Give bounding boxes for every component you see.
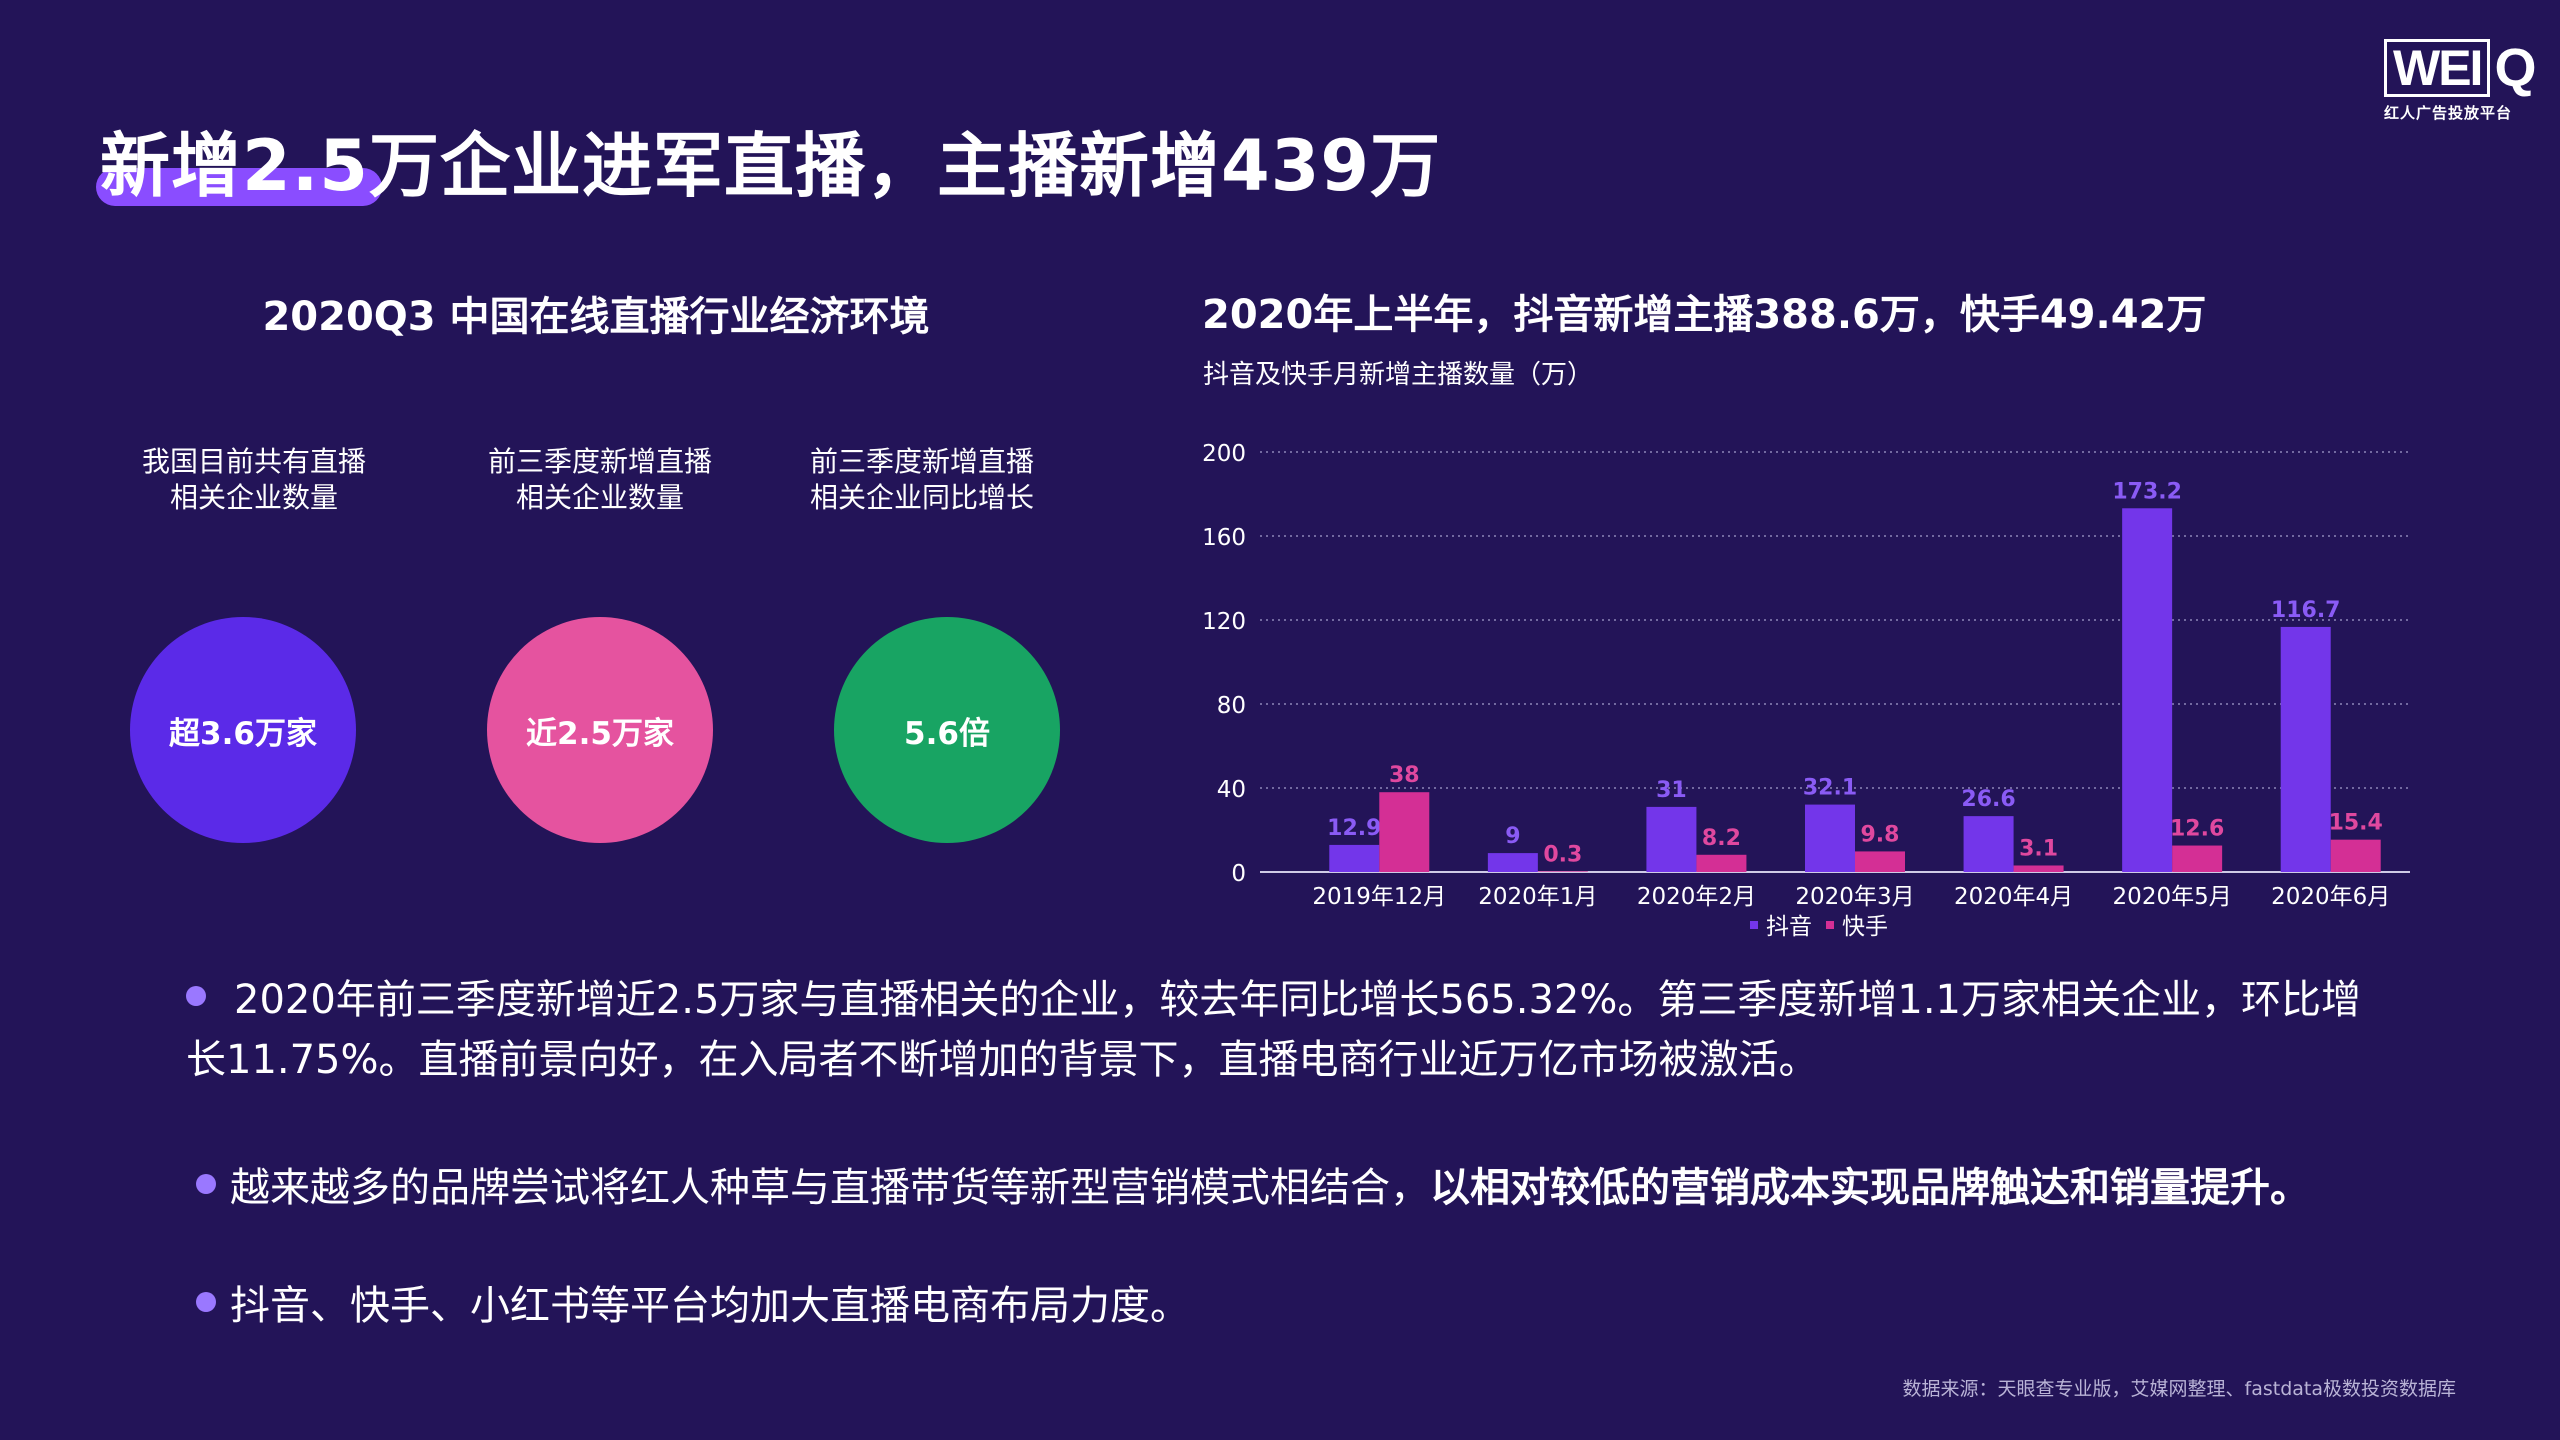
legend-label: 快手	[1842, 914, 1888, 940]
left-section-heading: 2020Q3 中国在线直播行业经济环境	[262, 294, 930, 340]
bar-douyin	[2280, 626, 2331, 872]
data-label: 116.7	[2271, 598, 2341, 623]
bar-kuaishou	[2013, 865, 2064, 872]
data-label: 9	[1505, 824, 1520, 849]
data-label: 12.9	[1327, 816, 1381, 841]
bar-kuaishou	[1855, 851, 1905, 872]
bullet-dot	[196, 1174, 216, 1194]
bullet-dot	[196, 1292, 216, 1312]
bullet-2: 越来越多的品牌尝试将红人种草与直播带货等新型营销模式相结合，以相对较低的营销成本…	[196, 1158, 2496, 1218]
legend-swatch	[1826, 921, 1834, 929]
bar-kuaishou	[2330, 839, 2381, 872]
y-tick-label: 160	[1202, 525, 1246, 551]
legend-swatch	[1750, 921, 1758, 929]
bar-kuaishou	[2172, 845, 2223, 872]
data-label: 8.2	[1702, 826, 1741, 851]
right-section-heading: 2020年上半年，抖音新增主播388.6万，快手49.42万	[1202, 292, 2207, 338]
weiq-logo: WEI Q 红人广告投放平台	[2384, 38, 2536, 123]
bar-douyin	[1805, 804, 1855, 872]
x-tick-label: 2020年2月	[1637, 884, 1756, 910]
bullet-1: 2020年前三季度新增近2.5万家与直播相关的企业，较去年同比增长565.32%…	[186, 970, 2386, 1090]
data-label: 15.4	[2329, 811, 2383, 836]
stat-circle-total: 超3.6万家	[130, 617, 356, 843]
y-tick-label: 200	[1202, 441, 1246, 467]
stat-label-line: 前三季度新增直播	[809, 445, 1034, 478]
x-tick-label: 2020年5月	[2113, 884, 2232, 910]
logo-subtitle: 红人广告投放平台	[2384, 104, 2513, 122]
x-tick-label: 2020年1月	[1478, 884, 1597, 910]
data-label: 31	[1656, 778, 1687, 803]
stat-circle-new: 近2.5万家	[487, 617, 713, 843]
title-highlight	[96, 168, 382, 206]
x-tick-label: 2019年12月	[1312, 884, 1446, 910]
data-label: 26.6	[1961, 787, 2015, 812]
stat-circle-growth: 5.6倍	[834, 617, 1060, 843]
stat-label-line: 相关企业同比增长	[809, 481, 1034, 514]
stat-label-growth: 前三季度新增直播 相关企业同比增长	[772, 444, 1072, 516]
bar-douyin	[1487, 853, 1538, 872]
logo-wordmark: WEI	[2384, 39, 2491, 97]
bar-douyin	[1963, 816, 2014, 872]
bullet-dot	[186, 986, 206, 1006]
x-tick-label: 2020年4月	[1954, 884, 2073, 910]
data-label: 173.2	[2112, 479, 2182, 504]
y-tick-label: 120	[1202, 609, 1246, 635]
bar-douyin	[1329, 844, 1380, 872]
page-title: 新增2.5万企业进军直播，主播新增439万	[100, 125, 1442, 207]
y-tick-label: 80	[1217, 693, 1246, 719]
bar-douyin	[1646, 806, 1697, 872]
data-label: 0.3	[1543, 842, 1582, 867]
bar-kuaishou	[1379, 792, 1430, 872]
data-source: 数据来源：天眼查专业版，艾媒网整理、fastdata极数投资数据库	[1902, 1378, 2456, 1400]
stat-label-line: 我国目前共有直播	[141, 445, 366, 478]
data-label: 38	[1389, 763, 1420, 788]
stat-label-total: 我国目前共有直播 相关企业数量	[104, 444, 404, 516]
logo-q: Q	[2494, 38, 2537, 98]
bullet-3-text: 抖音、快手、小红书等平台均加大直播电商布局力度。	[230, 1283, 1190, 1329]
bar-chart: 0 40 80 120 160 200 12.9 38 2019年12月 9 0.3 2020年1月 3…	[1202, 441, 2410, 940]
bullet-2-text: 越来越多的品牌尝试将红人种草与直播带货等新型营销模式相结合，	[230, 1165, 1430, 1211]
chart-subtitle: 抖音及快手月新增主播数量（万）	[1203, 360, 1594, 390]
y-tick-label: 40	[1217, 777, 1246, 803]
bullet-1-text: 2020年前三季度新增近2.5万家与直播相关的企业，较去年同比增长565.32%…	[186, 977, 2361, 1083]
data-label: 12.6	[2170, 817, 2224, 842]
bullet-3: 抖音、快手、小红书等平台均加大直播电商布局力度。	[196, 1276, 2496, 1336]
bullet-2-bold-text: 以相对较低的营销成本实现品牌触达和销量提升。	[1430, 1165, 2310, 1211]
x-tick-label: 2020年6月	[2271, 884, 2390, 910]
legend-label: 抖音	[1766, 914, 1812, 940]
stat-label-line: 前三季度新增直播	[487, 445, 712, 478]
bar-kuaishou	[1537, 871, 1588, 872]
data-label: 9.8	[1861, 822, 1900, 847]
stat-label-new: 前三季度新增直播 相关企业数量	[450, 444, 750, 516]
bar-kuaishou	[1696, 854, 1747, 872]
bar-douyin	[2122, 508, 2173, 872]
y-tick-label: 0	[1231, 861, 1246, 887]
stat-label-line: 相关企业数量	[515, 481, 684, 514]
stat-label-line: 相关企业数量	[169, 481, 338, 514]
data-label: 3.1	[2019, 836, 2058, 861]
logo-mark: WEI Q	[2384, 38, 2536, 98]
x-tick-label: 2020年3月	[1795, 884, 1914, 910]
data-label: 32.1	[1803, 776, 1857, 801]
